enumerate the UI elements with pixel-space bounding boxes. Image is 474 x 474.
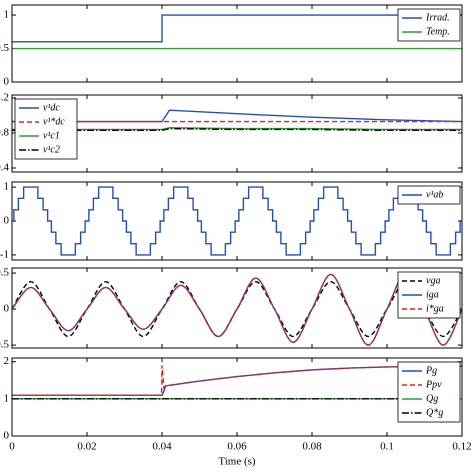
x-tick-label: 0.06 (227, 441, 247, 453)
legend-label: Pg (425, 365, 437, 376)
legend-box (14, 98, 78, 160)
y-tick-label: 2 (4, 355, 10, 367)
legend-label: Qg (426, 393, 438, 404)
plot-frame (11, 4, 463, 83)
y-tick-label: 0 (4, 76, 10, 88)
y-tick-label: 1.2 (0, 92, 9, 104)
plot-area (12, 358, 462, 436)
legend-label: v¹c1 (43, 130, 60, 141)
x-tick-label: 0 (9, 441, 15, 453)
series-line (12, 109, 463, 123)
legend-label: v¹dc (43, 102, 60, 113)
plot-area (12, 5, 462, 82)
legend-box (397, 185, 461, 205)
series-line (11, 272, 463, 346)
y-tick-label: -0.5 (0, 339, 9, 351)
series-line (12, 365, 463, 396)
legend-label: Q*g (426, 407, 443, 418)
x-tick-label: 0.02 (77, 441, 96, 453)
legend-label: Irrad. (425, 12, 450, 23)
y-tick-label: 0 (4, 430, 10, 442)
legend: Pg Ppv Qg Q*g (397, 361, 461, 423)
series-line (12, 127, 462, 131)
x-tick-label: 0.04 (152, 441, 172, 453)
y-tick-label: -1 (0, 248, 9, 260)
legend-label: v¹ab (426, 189, 443, 200)
legend-label: Temp. (426, 26, 450, 37)
legend: Irrad. Temp. (397, 8, 461, 42)
y-tick-label: 1 (4, 181, 10, 193)
legend: v¹ab (397, 185, 461, 205)
legend: vga iga i*ga (397, 271, 461, 319)
series-line (12, 127, 462, 132)
legend-box (397, 8, 461, 42)
x-tick-label: 0.1 (380, 441, 394, 453)
plot-area (12, 95, 462, 172)
plot-frame (11, 357, 463, 437)
y-tick-label: 1 (4, 392, 10, 404)
legend-label: v¹c2 (43, 144, 60, 155)
x-tick-label: 0.12 (452, 441, 471, 453)
series-line (12, 186, 462, 256)
legend: v¹dc v¹*dc v¹c1 v¹c2 (14, 98, 78, 160)
y-tick-label: 0.5 (0, 267, 10, 279)
series-line (12, 14, 462, 43)
y-tick-label: 0.5 (0, 42, 10, 54)
legend-box (397, 361, 461, 423)
legend-label: v¹*dc (43, 116, 65, 127)
plot-frame (11, 94, 463, 173)
y-tick-label: 0.4 (0, 162, 10, 174)
x-tick-label: 0.08 (302, 441, 322, 453)
legend-label: iga (426, 289, 439, 300)
y-tick-label: 0.8 (0, 127, 10, 139)
plot-frame (11, 181, 463, 261)
legend-label: Ppv (425, 379, 442, 390)
x-axis-label: Time (s) (218, 456, 256, 468)
plot-frame (11, 267, 463, 349)
legend-label: vga (426, 275, 440, 286)
legend-label: i*ga (426, 303, 444, 314)
y-tick-label: 1 (4, 9, 10, 21)
y-tick-label: 0 (4, 303, 10, 315)
y-tick-label: 0 (4, 215, 10, 227)
